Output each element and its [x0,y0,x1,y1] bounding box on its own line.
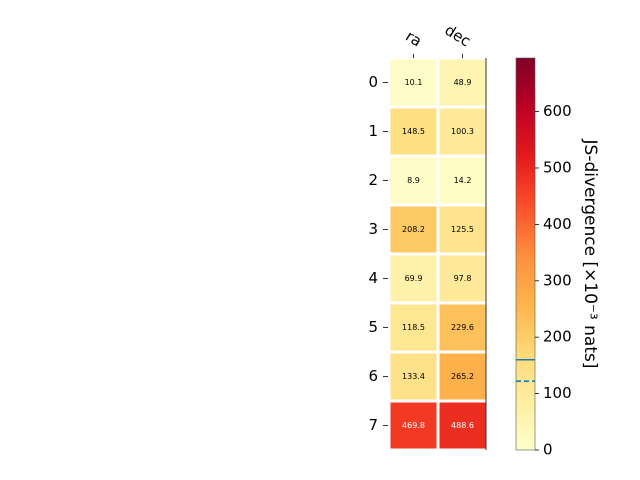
heatmap-cell [390,206,437,253]
row-label: 2 [368,171,378,189]
heatmap-cell [390,157,437,204]
cell-value-label: 265.2 [451,372,474,381]
colorbar [515,57,536,451]
cell-value-label: 229.6 [451,323,474,332]
row-label: 0 [368,73,378,91]
cell-value-label: 208.2 [402,225,425,234]
cell-value-label: 148.5 [402,127,425,136]
heatmap-cell [390,353,437,400]
cell-value-label: 100.3 [451,127,474,136]
cell-value-label: 8.9 [407,176,420,185]
column-label: dec [441,21,473,51]
colorbar-ticks: 0 100 200 300 400 500 600 [516,102,572,459]
heatmap-cell [439,108,486,155]
colorbar-tick-label: 400 [543,215,572,233]
column-label: ra [402,27,425,50]
heatmap-cell [390,402,437,449]
cell-value-label: 469.8 [402,421,425,430]
heatmap-cell [390,304,437,351]
row-label: 6 [368,367,378,385]
cell-value-label: 69.9 [405,274,423,283]
heatmap-cell [439,402,486,449]
heatmap-cell [439,255,486,302]
row-label: 4 [368,269,378,287]
colorbar-tick-label: 600 [543,102,572,120]
heatmap-cell [439,59,486,106]
cell-value-label: 125.5 [451,225,474,234]
colorbar-tick-label: 300 [543,271,572,289]
cell-value-label: 118.5 [402,323,425,332]
cell-value-label: 133.4 [402,372,425,381]
cell-value-label: 48.9 [454,78,472,87]
row-labels: 0 1 2 3 4 5 6 7 [368,73,388,434]
column-labels: ra dec [402,21,474,58]
colorbar-tick-label: 500 [543,158,572,176]
heatmap-cell [390,255,437,302]
heatmap-cell [390,59,437,106]
row-label: 3 [368,220,378,238]
cell-value-label: 14.2 [454,176,472,185]
heatmap-cell [439,206,486,253]
row-label: 7 [368,416,378,434]
heatmap-cell [439,157,486,204]
heatmap-cells: 10.1 48.9 148.5 100.3 8.9 14.2 208.2 125.5 69.9 9… [390,59,486,449]
colorbar-label: JS-divergence [×10⁻³ nats] [580,139,600,369]
colorbar-gradient [515,57,536,451]
cell-value-label: 10.1 [405,78,423,87]
row-label: 5 [368,318,378,336]
cell-value-label: 97.8 [454,274,472,283]
row-label: 1 [368,122,378,140]
colorbar-tick-label: 100 [543,384,572,402]
cell-value-label: 488.6 [451,421,474,430]
colorbar-tick-label: 200 [543,328,572,346]
colorbar-tick-label: 0 [543,441,553,459]
heatmap-cell [439,304,486,351]
heatmap-cell [390,108,437,155]
heatmap-cell [439,353,486,400]
